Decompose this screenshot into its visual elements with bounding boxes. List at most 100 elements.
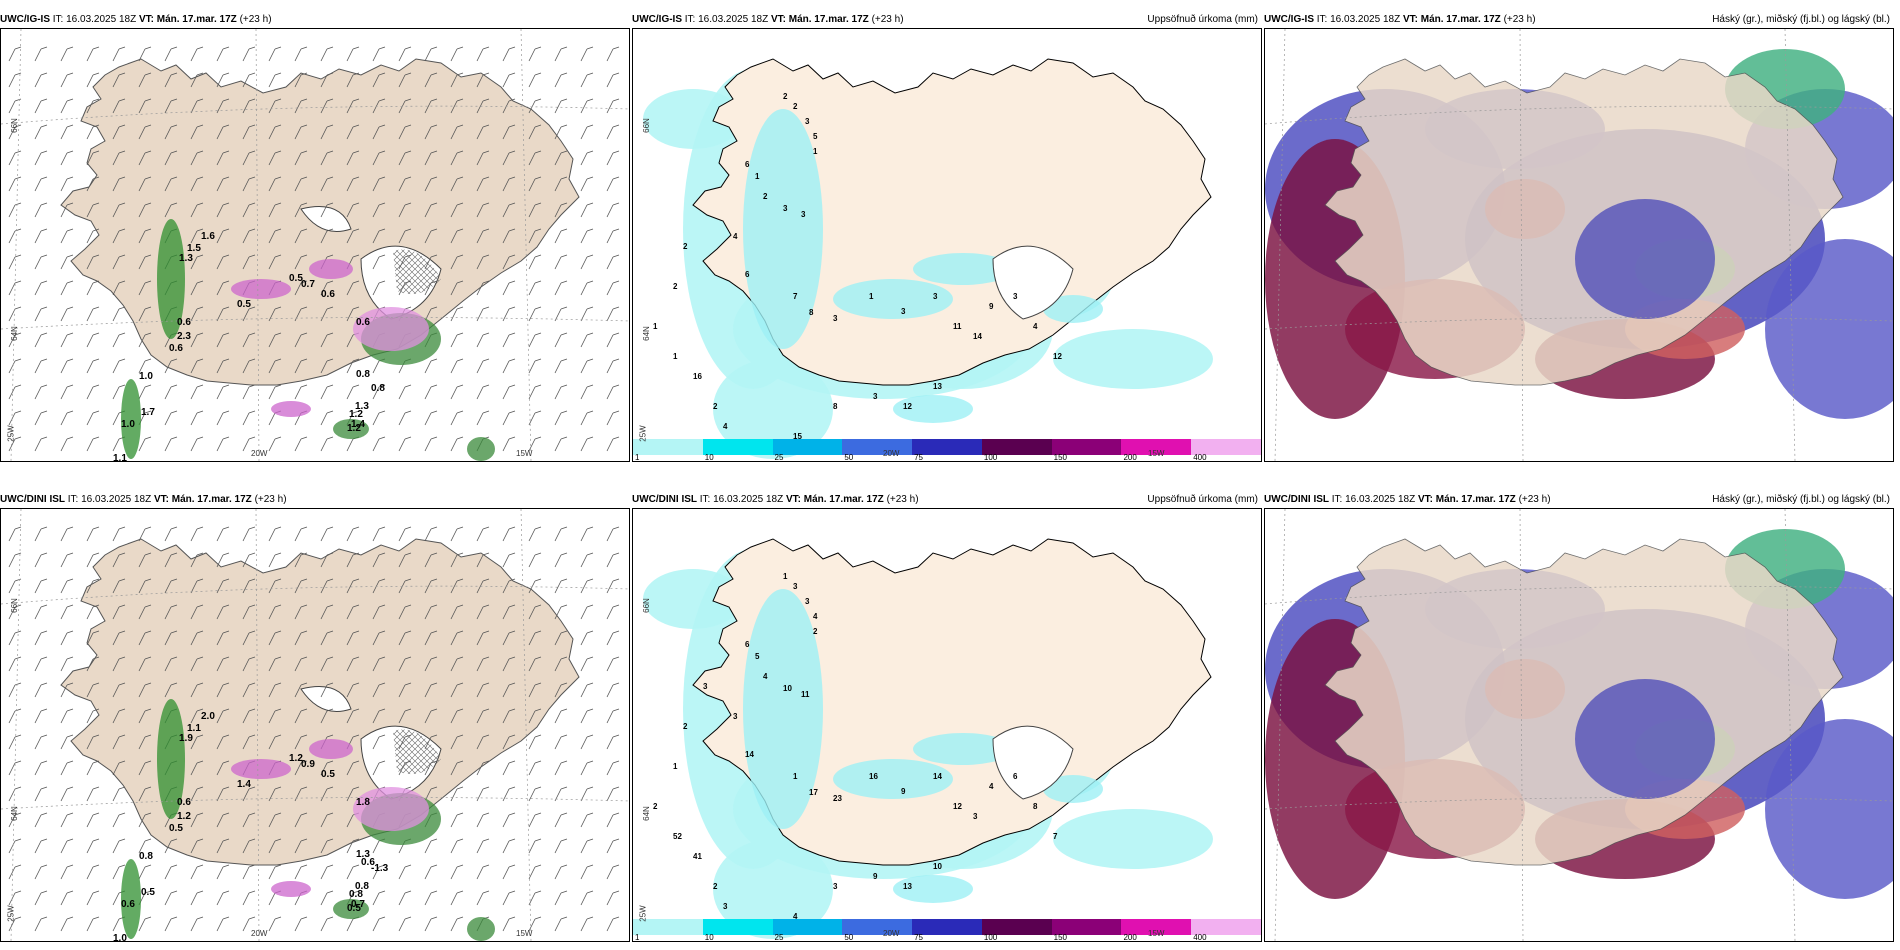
precip-area	[231, 279, 291, 299]
value-label: 2	[673, 282, 678, 291]
grid-label: 66N	[9, 598, 19, 613]
grid-label: 15W	[516, 449, 533, 458]
value-label: 7	[793, 292, 798, 301]
value-label: 0.6	[169, 343, 183, 354]
value-label: 1.4	[351, 419, 365, 430]
init-time: IT: 16.03.2025 18Z	[67, 494, 152, 505]
value-label: 4	[763, 672, 768, 681]
value-label: 0.6	[356, 317, 370, 328]
colorbar-tick: 200	[1123, 453, 1137, 462]
value-label: 4	[1033, 322, 1038, 331]
value-label: 2.0	[201, 711, 215, 722]
model-name: UWC/IG-IS	[632, 14, 682, 25]
value-label: 3	[703, 682, 708, 691]
value-label: 3	[833, 882, 838, 891]
model-name: UWC/IG-IS	[1264, 14, 1314, 25]
colorbar-tick: 150	[1053, 933, 1068, 942]
precip-area	[157, 219, 185, 339]
panel-header: UWC/IG-IS IT: 16.03.2025 18Z VT: Mán. 17…	[632, 12, 1262, 28]
value-label: 6	[745, 270, 750, 279]
value-label: 13	[933, 382, 942, 391]
value-label: 1.2	[349, 409, 363, 420]
wind-map: 2.0 1.9 1.1 1.2 0.9 0.5 1.4 0.6 1.2 0.5 0.8 0.5 0.6 1…	[0, 508, 630, 942]
colorbar-tick: 400	[1193, 453, 1207, 462]
value-label: 8	[833, 402, 838, 411]
value-label: 3	[783, 204, 788, 213]
value-label: 3	[1013, 292, 1018, 301]
precip-map: 1334265410113141172316914123468710139345…	[632, 508, 1262, 942]
value-label: 0.6	[177, 797, 191, 808]
precip-area	[1053, 329, 1213, 389]
value-label: 1.2	[177, 811, 191, 822]
panel-wind-dini: UWC/DINI ISL IT: 16.03.2025 18Z VT: Mán.…	[0, 492, 630, 942]
grid-label: 25W	[6, 905, 16, 922]
colorbar-tick: 50	[844, 933, 854, 942]
value-label: 2	[713, 402, 718, 411]
grid-label: 15W	[1148, 929, 1165, 938]
cloud-area	[1765, 719, 1893, 899]
value-label: 2	[653, 802, 658, 811]
lead-time: (+23 h)	[1518, 494, 1551, 505]
value-label: 0.5	[141, 887, 155, 898]
panel-header: UWC/DINI ISL IT: 16.03.2025 18Z VT: Mán.…	[1264, 492, 1894, 508]
value-label: 11	[953, 322, 962, 331]
precip-area	[333, 899, 369, 919]
colorbar-tick: 100	[983, 933, 998, 942]
value-label: 1	[673, 762, 678, 771]
panel-header: UWC/DINI ISL IT: 16.03.2025 18Z VT: Mán.…	[632, 492, 1262, 508]
value-label: 1.2	[347, 423, 361, 434]
grid-label: 66N	[641, 118, 651, 133]
panel-header: UWC/IG-IS IT: 16.03.2025 18Z VT: Mán. 17…	[0, 12, 630, 28]
value-label: 1.3	[179, 253, 193, 264]
value-label: 1	[869, 292, 874, 301]
precip-area	[1043, 775, 1103, 803]
panel-header: UWC/DINI ISL IT: 16.03.2025 18Z VT: Mán.…	[0, 492, 630, 508]
colorbar-tick: 150	[1053, 453, 1068, 462]
value-label: 0.8	[356, 369, 370, 380]
colorbar-segment	[1191, 919, 1261, 935]
init-time: IT: 16.03.2025 18Z	[1316, 14, 1401, 25]
grid-label: 64N	[641, 806, 651, 821]
colorbar-tick: 25	[774, 933, 784, 942]
init-time: IT: 16.03.2025 18Z	[1331, 494, 1416, 505]
precip-area	[743, 589, 823, 829]
field-title: Uppsöfnuð úrkoma (mm)	[1147, 14, 1258, 25]
grid-label: 20W	[883, 929, 900, 938]
valid-time: VT: Mán. 17.mar. 17Z	[153, 494, 252, 505]
value-label: 5	[813, 132, 818, 141]
value-label: 1.6	[201, 231, 215, 242]
precip-area	[353, 787, 429, 831]
grid-label: 20W	[251, 449, 268, 458]
value-label: 2.3	[177, 331, 191, 342]
value-label: 7	[1053, 832, 1058, 841]
value-label: 3	[723, 902, 728, 911]
grid-label: 20W	[251, 929, 268, 938]
value-label: 6	[745, 160, 750, 169]
value-label: 2	[683, 242, 688, 251]
value-label: 6	[1013, 772, 1018, 781]
precip-area	[1043, 295, 1103, 323]
value-label: 0.6	[321, 289, 335, 300]
precip-map: 2235161233467831331114934121312381534216…	[632, 28, 1262, 462]
value-label: 1.0	[113, 933, 127, 941]
init-time: IT: 16.03.2025 18Z	[699, 494, 784, 505]
precip-area	[309, 739, 353, 759]
value-label: 9	[989, 302, 994, 311]
grid-label: 15W	[1148, 449, 1165, 458]
value-label: 9	[873, 872, 878, 881]
value-label: 10	[783, 684, 792, 693]
value-label: 1	[755, 172, 760, 181]
valid-time: VT: Mán. 17.mar. 17Z	[1402, 14, 1501, 25]
colorbar-tick: 200	[1123, 933, 1137, 942]
precip-area	[1053, 809, 1213, 869]
colorbar-tick: 1	[635, 453, 640, 462]
value-label: 3	[805, 117, 810, 126]
value-label: 9	[901, 787, 906, 796]
value-label: 1	[813, 147, 818, 156]
value-label: 1.3	[355, 401, 369, 412]
value-label: 4	[793, 912, 798, 921]
model-name: UWC/IG-IS	[0, 14, 50, 25]
value-label: 0.8	[139, 851, 153, 862]
colorbar: 1 10 25 50 75 100 150 200 400	[633, 919, 1261, 941]
value-label: 4	[989, 782, 994, 791]
